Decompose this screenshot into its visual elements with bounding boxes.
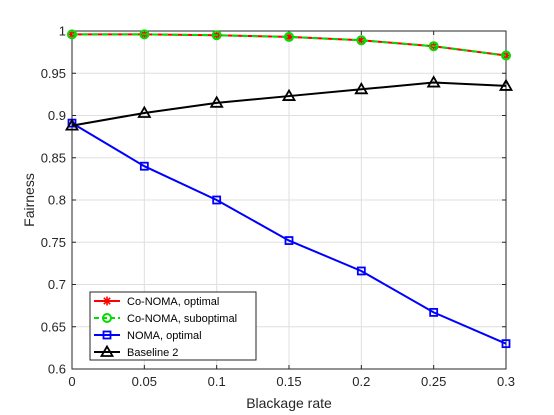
- data-point: [281, 88, 297, 101]
- legend-marker: [102, 313, 112, 323]
- data-point: [356, 35, 367, 46]
- series-2: [67, 118, 511, 349]
- legend-label: Baseline 2: [127, 347, 178, 359]
- data-point: [429, 307, 439, 317]
- legend-entry: Co-NOMA, suboptimal: [94, 313, 237, 325]
- legend-entry: Co-NOMA, optimal: [94, 296, 219, 308]
- x-tick-label: 0.05: [132, 374, 157, 389]
- legend-label: Co-NOMA, suboptimal: [127, 313, 237, 325]
- data-point: [354, 82, 369, 95]
- x-tick-label: 0: [68, 374, 75, 389]
- legend-box: [89, 291, 257, 361]
- data-point: [356, 266, 366, 276]
- data-point: [212, 195, 222, 205]
- legend: Co-NOMA, optimal Co-NOMA, suboptimal NOMA,…: [89, 291, 257, 361]
- y-tick-label: 0.6: [48, 362, 66, 377]
- data-point: [139, 29, 150, 40]
- x-tick-label: 0.2: [352, 374, 370, 389]
- series-line: [71, 122, 507, 345]
- data-point: [209, 95, 224, 108]
- series-1: [67, 29, 511, 61]
- y-tick-label: 0.8: [48, 193, 66, 208]
- series-3: [64, 75, 514, 131]
- y-tick-label: 0.75: [41, 235, 66, 250]
- legend-marker: [102, 296, 112, 306]
- y-axis-label: Fairness: [21, 173, 37, 227]
- x-tick-label: 0.3: [497, 374, 515, 389]
- x-axis-ticks: 0 0.05 0.1 0.15 0.2 0.25 0.3: [68, 31, 515, 389]
- legend-label: NOMA, optimal: [127, 330, 202, 342]
- legend-marker: [102, 330, 112, 340]
- data-point: [284, 31, 294, 42]
- data-point: [64, 118, 80, 131]
- x-tick-label: 0.1: [208, 374, 226, 389]
- y-tick-label: 0.9: [48, 108, 66, 123]
- data-point: [139, 161, 149, 171]
- y-tick-label: 0.7: [48, 277, 66, 292]
- data-point: [67, 29, 77, 40]
- x-tick-label: 0.15: [276, 374, 301, 389]
- legend-entry: NOMA, optimal: [94, 330, 202, 342]
- data-point: [284, 236, 294, 245]
- y-tick-label: 0.95: [41, 66, 66, 81]
- y-tick-label: 0.65: [41, 319, 66, 334]
- x-tick-label: 0.25: [421, 374, 446, 389]
- legend-entry: Baseline 2: [94, 344, 178, 359]
- data-point: [501, 339, 511, 349]
- data-point: [137, 105, 152, 118]
- data-point: [428, 41, 439, 52]
- series-line: [71, 81, 507, 127]
- series-line: [72, 33, 507, 57]
- x-axis-label: Blackage rate: [246, 395, 332, 411]
- data-point: [501, 50, 511, 61]
- legend-label: Co-NOMA, optimal: [127, 296, 219, 308]
- legend-marker: [99, 344, 115, 357]
- series-lines: [64, 29, 514, 349]
- data-point: [211, 30, 222, 41]
- y-tick-label: 1: [59, 24, 66, 39]
- data-point: [498, 78, 514, 91]
- data-point: [426, 75, 441, 88]
- y-tick-label: 0.85: [41, 150, 66, 165]
